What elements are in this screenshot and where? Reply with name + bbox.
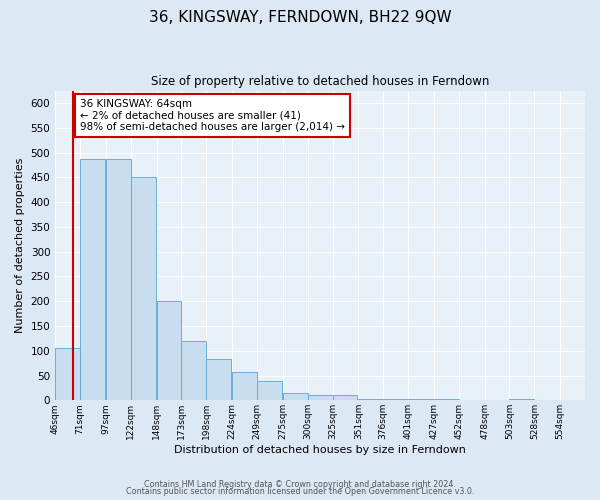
Bar [206, 359, 231, 401]
X-axis label: Distribution of detached houses by size in Ferndown: Distribution of detached houses by size … [174, 445, 466, 455]
Bar [283, 393, 308, 400]
Bar [308, 396, 332, 400]
Bar [257, 382, 282, 400]
Text: 36 KINGSWAY: 64sqm
← 2% of detached houses are smaller (41)
98% of semi-detached: 36 KINGSWAY: 64sqm ← 2% of detached hous… [80, 99, 345, 132]
Bar [131, 178, 155, 400]
Bar [157, 301, 181, 400]
Text: Contains HM Land Registry data © Crown copyright and database right 2024.: Contains HM Land Registry data © Crown c… [144, 480, 456, 489]
Bar [232, 372, 257, 400]
Bar [181, 341, 206, 400]
Text: Contains public sector information licensed under the Open Government Licence v3: Contains public sector information licen… [126, 488, 474, 496]
Title: Size of property relative to detached houses in Ferndown: Size of property relative to detached ho… [151, 75, 489, 88]
Bar [332, 396, 358, 400]
Y-axis label: Number of detached properties: Number of detached properties [15, 158, 25, 333]
Bar [55, 348, 80, 401]
Text: 36, KINGSWAY, FERNDOWN, BH22 9QW: 36, KINGSWAY, FERNDOWN, BH22 9QW [149, 10, 451, 25]
Bar [106, 159, 131, 400]
Bar [80, 159, 105, 400]
